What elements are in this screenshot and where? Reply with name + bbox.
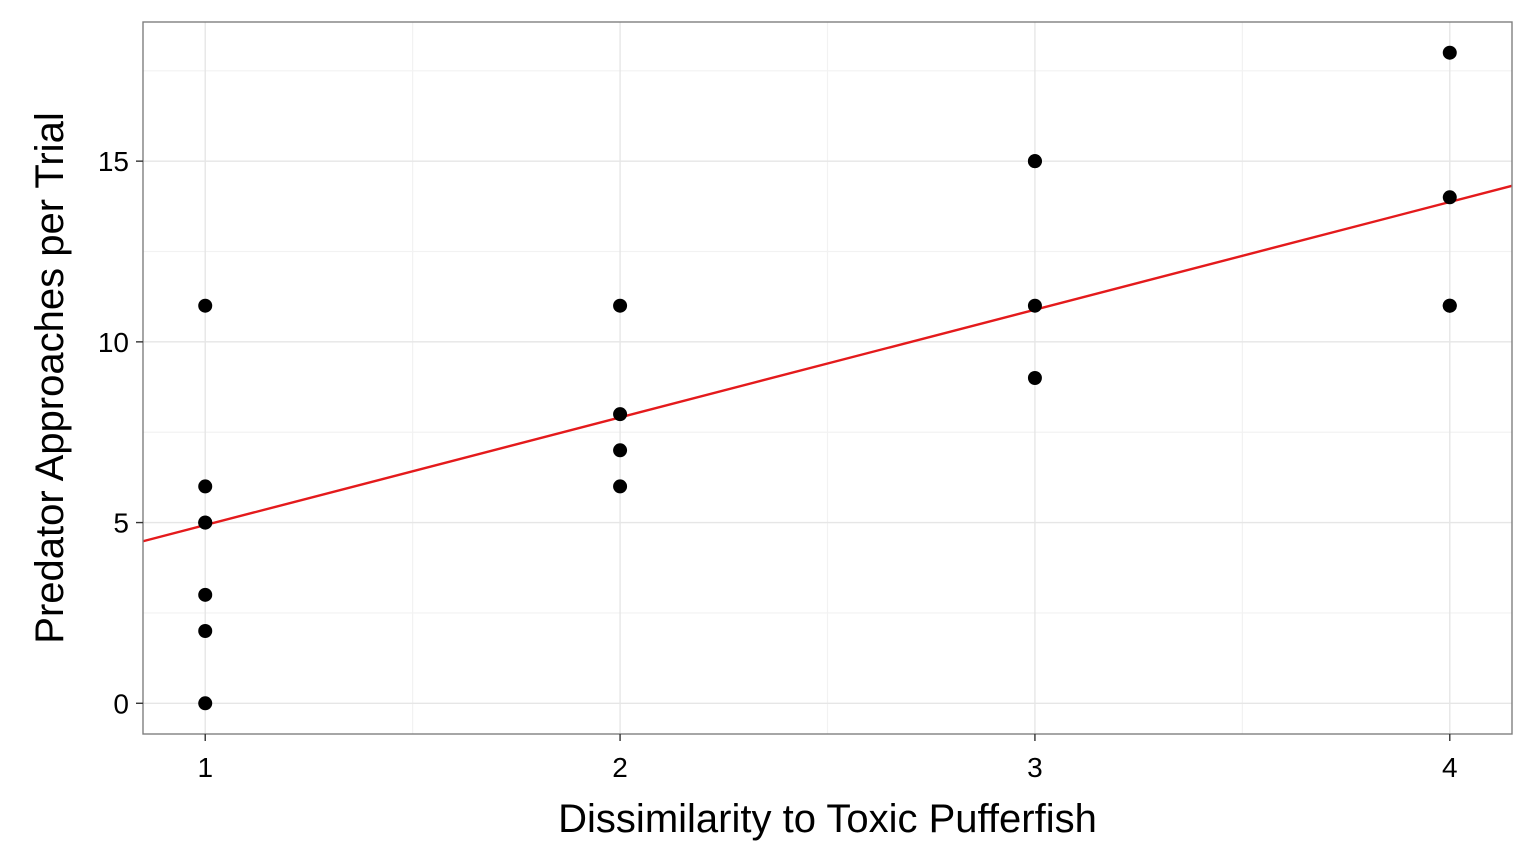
data-point [613,298,628,313]
y-tick-label: 5 [113,508,129,539]
y-tick-label: 15 [98,146,129,177]
y-axis-ticks: 0 5 10 15 [98,146,143,719]
data-point [1442,190,1457,205]
x-axis-ticks: 1 2 3 4 [197,734,1458,783]
y-tick-label: 10 [98,327,129,358]
x-tick-label: 2 [612,752,628,783]
data-point [198,479,213,494]
fit-line-layer [142,184,1513,543]
panel-border [142,21,1513,735]
data-point [613,443,628,458]
data-point [198,623,213,638]
x-axis-title: Dissimilarity to Toxic Pufferfish [558,797,1097,841]
regression-line [142,184,1513,543]
y-axis-title: Predator Approaches per Trial [28,112,72,643]
data-point [613,407,628,422]
y-tick-label: 0 [113,688,129,719]
x-tick-label: 3 [1027,752,1043,783]
data-point [198,696,213,711]
data-point [1442,45,1457,60]
data-point [198,515,213,530]
x-tick-label: 4 [1442,752,1458,783]
data-point [1442,298,1457,313]
x-tick-label: 1 [197,752,213,783]
data-point [1027,298,1042,313]
points-layer [198,45,1457,711]
data-point [198,587,213,602]
data-point [613,479,628,494]
data-point [198,298,213,313]
data-point [1027,371,1042,385]
data-point [1027,154,1042,169]
